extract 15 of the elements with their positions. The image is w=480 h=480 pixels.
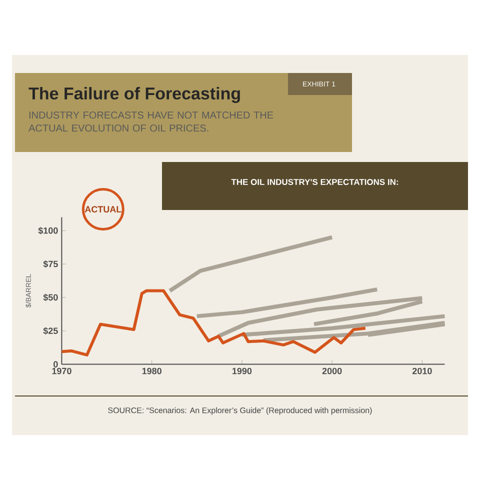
y-tick-label: $75 <box>43 260 58 268</box>
x-tick-label: 1970 <box>52 368 72 374</box>
x-tick-label: 1980 <box>142 368 162 374</box>
y-tick-label: 0 <box>54 361 58 368</box>
x-tick-label: 2000 <box>322 368 342 374</box>
legend-label: ACTUAL <box>84 206 122 212</box>
source-note: SOURCE: “Scenarios: An Explorer’s Guide” (Reproduced with permission) <box>108 407 372 415</box>
chart-subtitle: INDUSTRY FORECASTS HAVE NOT MATCHED THE ACTUAL EVOLUTION OF OIL PRICES. <box>28 112 274 132</box>
y-tick-label: $50 <box>43 294 58 302</box>
y-tick-label: $100 <box>38 226 58 234</box>
x-tick-label: 1990 <box>232 368 252 374</box>
chart-title: The Failure of Forecasting <box>28 87 240 103</box>
text: THE OIL INDUSTRY'S EXPECTATIONS IN: <box>231 178 398 186</box>
y-tick-label: $25 <box>43 327 58 335</box>
x-tick-label: 2010 <box>412 368 432 374</box>
